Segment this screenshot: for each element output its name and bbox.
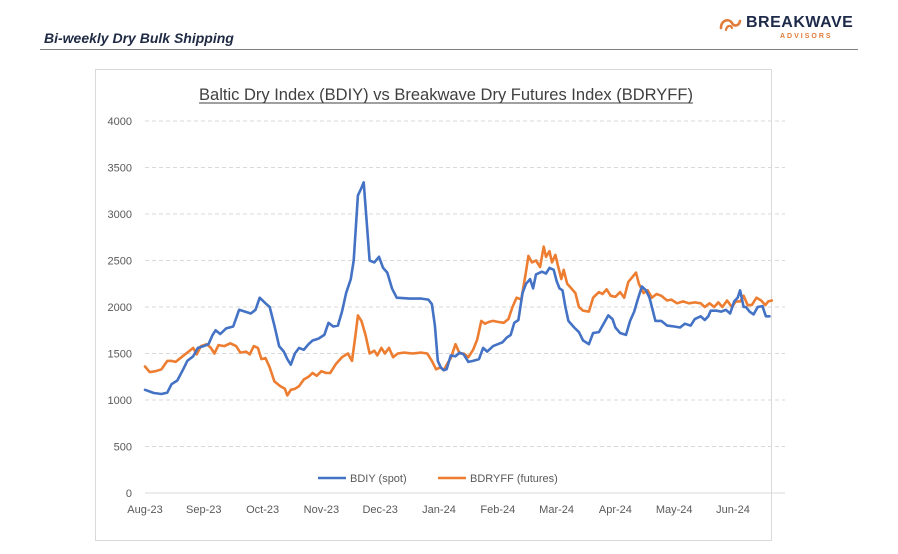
y-tick-label: 1500 [108, 349, 132, 361]
y-tick-label: 0 [126, 488, 132, 500]
x-tick-label: Apr-24 [599, 504, 632, 516]
y-tick-label: 2500 [108, 256, 132, 268]
x-tick-label: Dec-23 [362, 504, 397, 516]
series-line [143, 245, 774, 397]
y-tick-label: 4000 [108, 116, 132, 128]
y-axis-ticks: 0 500 1000 1500 2000 2500 3000 3500 4000 [108, 116, 132, 500]
legend-label: BDIY (spot) [350, 473, 407, 485]
gridlines [145, 120, 785, 494]
series-line [143, 181, 771, 396]
brand-name: BREAKWAVE [746, 14, 854, 31]
y-tick-label: 3500 [108, 163, 132, 175]
x-tick-label: Nov-23 [304, 504, 339, 516]
chart-title: Baltic Dry Index (BDIY) vs Breakwave Dry… [199, 86, 693, 104]
x-tick-label: Aug-23 [127, 504, 162, 516]
chart-container [95, 69, 772, 541]
y-tick-label: 2000 [108, 302, 132, 314]
x-axis-ticks: Aug-23 Sep-23 Oct-23 Nov-23 Dec-23 Jan-24 Feb-… [127, 504, 750, 516]
x-tick-label: Mar-24 [539, 504, 574, 516]
brand-subtitle: ADVISORS [780, 33, 833, 40]
y-tick-label: 500 [114, 442, 132, 454]
legend-label: BDRYFF (futures) [470, 473, 558, 485]
y-tick-label: 3000 [108, 209, 132, 221]
x-tick-label: Sep-23 [186, 504, 221, 516]
chart-legend: BDIY (spot) BDRYFF (futures) [318, 473, 558, 485]
header-divider [40, 49, 858, 50]
brand-logo-icon [719, 18, 742, 32]
y-tick-label: 1000 [108, 395, 132, 407]
x-tick-label: May-24 [656, 504, 693, 516]
x-tick-label: Feb-24 [480, 504, 515, 516]
series-lines [143, 181, 774, 397]
x-tick-label: Jan-24 [422, 504, 456, 516]
report-title: Bi-weekly Dry Bulk Shipping [44, 30, 234, 46]
x-tick-label: Jun-24 [716, 504, 750, 516]
x-tick-label: Oct-23 [246, 504, 279, 516]
